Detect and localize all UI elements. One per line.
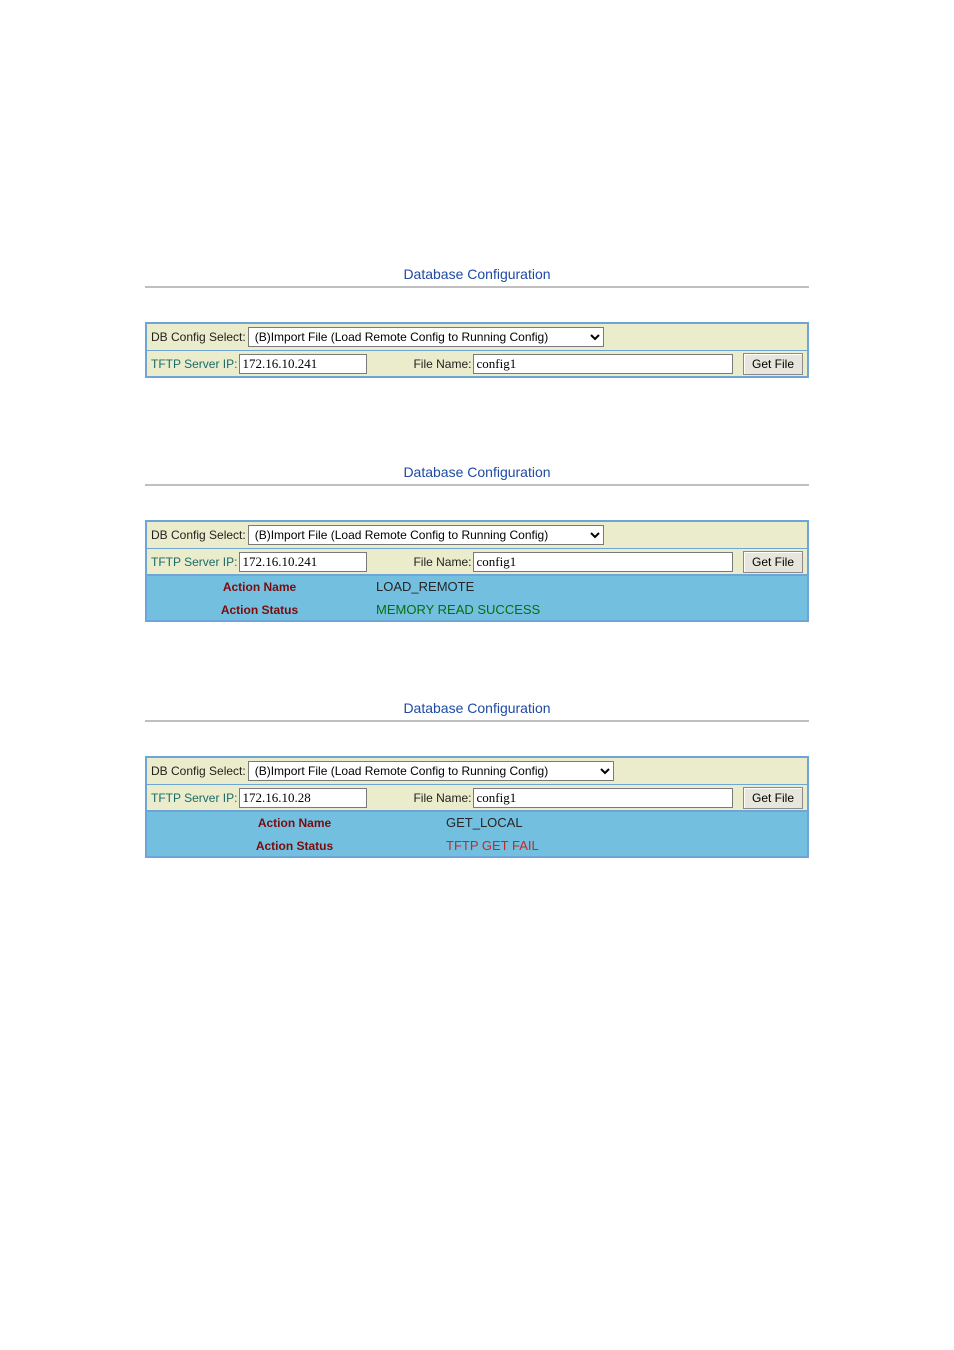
get-file-button[interactable]: Get File — [743, 353, 803, 375]
row-select: DB Config Select: (B)Import File (Load R… — [147, 324, 807, 350]
label-file-name: File Name: — [413, 791, 471, 805]
label-db-config-select: DB Config Select: — [151, 330, 246, 344]
row-inputs: TFTP Server IP: File Name: Get File — [147, 784, 807, 810]
row-inputs: TFTP Server IP: File Name: Get File — [147, 350, 807, 376]
value-action-status: TFTP GET FAIL — [442, 835, 807, 856]
value-action-name: LOAD_REMOTE — [372, 576, 807, 598]
label-action-status: Action Status — [147, 599, 372, 620]
status-row-action-name: Action Name GET_LOCAL — [147, 812, 807, 834]
label-file-name: File Name: — [413, 357, 471, 371]
panel-1: Database Configuration DB Config Select:… — [145, 260, 809, 378]
label-tftp-ip: TFTP Server IP: — [151, 555, 237, 569]
config-box: DB Config Select: (B)Import File (Load R… — [145, 520, 809, 576]
label-db-config-select: DB Config Select: — [151, 764, 246, 778]
status-rows: Action Name GET_LOCAL Action Status TFTP… — [145, 812, 809, 858]
get-file-button[interactable]: Get File — [743, 551, 803, 573]
label-action-status: Action Status — [147, 835, 442, 856]
db-config-select[interactable]: (B)Import File (Load Remote Config to Ru… — [248, 525, 604, 545]
tftp-ip-input[interactable] — [239, 354, 367, 374]
tftp-ip-input[interactable] — [239, 552, 367, 572]
value-action-name: GET_LOCAL — [442, 812, 807, 834]
spacer — [0, 378, 954, 458]
status-row-action-name: Action Name LOAD_REMOTE — [147, 576, 807, 598]
file-name-input[interactable] — [473, 788, 733, 808]
heading-bar: Database Configuration — [145, 458, 809, 486]
spacer — [0, 622, 954, 694]
spacer — [145, 722, 809, 756]
heading-text: Database Configuration — [403, 464, 550, 480]
row-inputs: TFTP Server IP: File Name: Get File — [147, 548, 807, 574]
row-select: DB Config Select: (B)Import File (Load R… — [147, 758, 807, 784]
db-config-select[interactable]: (B)Import File (Load Remote Config to Ru… — [248, 761, 614, 781]
config-box: DB Config Select: (B)Import File (Load R… — [145, 756, 809, 812]
heading-bar: Database Configuration — [145, 694, 809, 722]
status-row-action-status: Action Status TFTP GET FAIL — [147, 834, 807, 856]
db-config-select[interactable]: (B)Import File (Load Remote Config to Ru… — [248, 327, 604, 347]
label-action-name: Action Name — [147, 812, 442, 834]
label-action-name: Action Name — [147, 576, 372, 598]
tftp-ip-input[interactable] — [239, 788, 367, 808]
spacer — [145, 288, 809, 322]
top-spacer — [0, 0, 954, 260]
get-file-button[interactable]: Get File — [743, 787, 803, 809]
heading-text: Database Configuration — [403, 700, 550, 716]
file-name-input[interactable] — [473, 552, 733, 572]
panel-3: Database Configuration DB Config Select:… — [145, 694, 809, 858]
heading-text: Database Configuration — [403, 266, 550, 282]
label-tftp-ip: TFTP Server IP: — [151, 357, 237, 371]
spacer — [145, 486, 809, 520]
value-action-status: MEMORY READ SUCCESS — [372, 599, 807, 620]
panel-2: Database Configuration DB Config Select:… — [145, 458, 809, 622]
label-tftp-ip: TFTP Server IP: — [151, 791, 237, 805]
config-box: DB Config Select: (B)Import File (Load R… — [145, 322, 809, 378]
file-name-input[interactable] — [473, 354, 733, 374]
label-file-name: File Name: — [413, 555, 471, 569]
status-row-action-status: Action Status MEMORY READ SUCCESS — [147, 598, 807, 620]
label-db-config-select: DB Config Select: — [151, 528, 246, 542]
heading-bar: Database Configuration — [145, 260, 809, 288]
status-rows: Action Name LOAD_REMOTE Action Status ME… — [145, 576, 809, 622]
row-select: DB Config Select: (B)Import File (Load R… — [147, 522, 807, 548]
